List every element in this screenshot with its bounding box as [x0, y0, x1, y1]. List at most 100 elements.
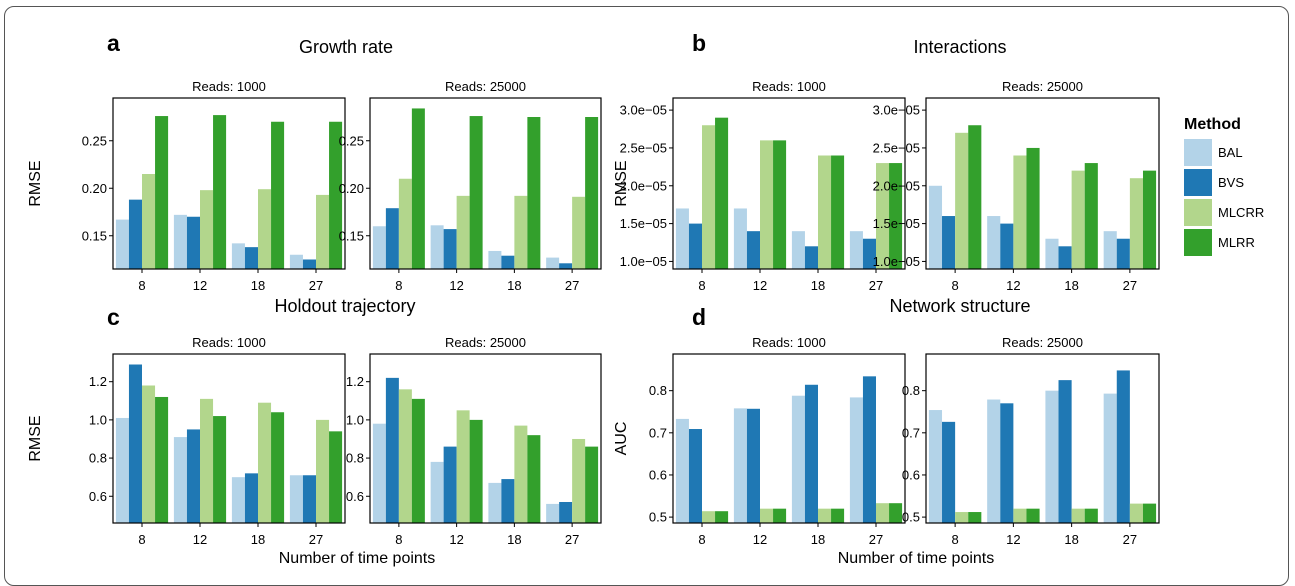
bar-bvs-18 — [1058, 246, 1072, 269]
bar-mlrr-27 — [329, 431, 343, 523]
bar-bal-12 — [733, 208, 747, 269]
x-axis-label: Number of time points — [838, 550, 995, 567]
bar-mlcrr-27 — [316, 419, 330, 523]
y-tick-label: 0.7 — [902, 425, 920, 440]
facet-border — [369, 97, 602, 270]
bar-bvs-8 — [128, 364, 142, 523]
y-tick-label: 0.8 — [89, 451, 107, 466]
y-tick-label: 2.0e−05 — [873, 178, 920, 193]
x-tick-label: 12 — [193, 532, 207, 547]
y-axis-label: RMSE — [613, 160, 630, 206]
y-tick-label: 3.0e−05 — [873, 103, 920, 118]
bar-mlrr-27 — [1142, 170, 1157, 269]
bar-mlcrr-18 — [514, 425, 528, 523]
bar-bal-18 — [231, 243, 245, 269]
bar-mlcrr-8 — [955, 132, 969, 269]
panel-title: Growth rate — [299, 37, 393, 57]
panel-title: Network structure — [889, 296, 1030, 316]
y-axis-label: RMSE — [27, 415, 44, 461]
figure-canvas: a Growth rate RMSE Reads: 1000 8 12 18 27 0.15 0.… — [27, 30, 1264, 567]
bar-bal-27 — [546, 257, 560, 269]
x-tick-label: 8 — [952, 532, 959, 547]
x-tick-label: 27 — [309, 278, 323, 293]
x-tick-label: 12 — [193, 278, 207, 293]
x-tick-label: 8 — [952, 278, 959, 293]
bar-bvs-12 — [1000, 403, 1014, 523]
x-tick-label: 27 — [565, 278, 579, 293]
bar-bvs-27 — [302, 259, 316, 269]
y-tick-label: 1.0 — [346, 412, 364, 427]
bar-bvs-8 — [942, 421, 956, 523]
x-tick-label: 12 — [753, 532, 767, 547]
panel-letter: b — [692, 30, 706, 56]
bar-bvs-27 — [302, 475, 316, 523]
bar-bvs-27 — [1116, 238, 1130, 269]
panel-letter: a — [107, 30, 120, 56]
bar-bvs-18 — [501, 479, 515, 523]
bar-mlrr-18 — [1084, 508, 1098, 523]
bar-bal-8 — [115, 417, 129, 523]
bar-mlrr-27 — [889, 163, 903, 269]
y-tick-label: 1.5e−05 — [873, 216, 920, 231]
panel-c: c Holdout trajectory RMSE Number of time po… — [27, 296, 602, 567]
bar-mlrr-12 — [213, 416, 227, 523]
y-tick-label: 1.0e−05 — [873, 254, 920, 269]
y-tick-label: 0.6 — [649, 467, 667, 482]
bar-mlrr-12 — [469, 116, 483, 269]
x-tick-label: 12 — [1006, 532, 1020, 547]
y-tick-label: 0.20 — [82, 181, 107, 196]
panel-title: Holdout trajectory — [274, 296, 415, 316]
bar-bal-18 — [1045, 238, 1059, 269]
facet-2: Reads: 25000 8 12 18 27 0.6 0.8 1.0 1.2 — [346, 335, 602, 547]
bar-bal-27 — [1103, 231, 1117, 269]
bar-bal-8 — [115, 219, 129, 269]
x-tick-label: 18 — [251, 278, 265, 293]
bar-bvs-18 — [804, 246, 818, 269]
panel-d: d Network structure AUC Number of time poin… — [613, 296, 1160, 567]
y-tick-label: 1.2 — [89, 374, 107, 389]
facet-strip-label: Reads: 1000 — [752, 335, 826, 350]
facet-border — [112, 97, 346, 270]
bar-bvs-12 — [746, 408, 760, 523]
bar-mlrr-12 — [773, 140, 787, 269]
x-tick-label: 27 — [1123, 278, 1137, 293]
bar-bal-12 — [173, 437, 187, 523]
bar-bal-27 — [849, 397, 863, 523]
bar-bvs-12 — [1000, 223, 1014, 269]
y-tick-label: 0.6 — [89, 489, 107, 504]
facet-strip-label: Reads: 1000 — [192, 79, 266, 94]
bar-bal-27 — [289, 254, 303, 269]
y-tick-label: 0.7 — [649, 425, 667, 440]
bar-bal-18 — [791, 231, 805, 269]
bar-mlcrr-12 — [200, 398, 214, 523]
bar-bal-12 — [430, 461, 444, 523]
bar-bvs-12 — [186, 216, 200, 269]
bar-mlrr-27 — [585, 117, 599, 269]
facet-strip-label: Reads: 25000 — [445, 335, 526, 350]
bar-mlrr-8 — [968, 512, 982, 523]
bar-mlrr-18 — [271, 121, 285, 269]
bar-bal-12 — [733, 408, 747, 523]
bar-mlcrr-18 — [818, 508, 832, 523]
bar-mlcrr-27 — [876, 163, 890, 269]
facet-1: Reads: 1000 8 12 18 27 0.15 0.20 0.25 — [82, 79, 346, 293]
bar-bal-27 — [289, 475, 303, 523]
bar-bvs-8 — [942, 216, 956, 269]
facet-border — [925, 353, 1160, 524]
bar-mlrr-12 — [1026, 147, 1040, 269]
panel-letter: c — [107, 304, 120, 330]
x-axis-label: Number of time points — [279, 550, 436, 567]
bar-bvs-27 — [559, 501, 573, 523]
x-tick-label: 18 — [507, 278, 521, 293]
x-tick-label: 12 — [449, 532, 463, 547]
bar-mlrr-12 — [773, 508, 787, 523]
legend-label-mlcrr: MLCRR — [1218, 205, 1264, 220]
legend-title: Method — [1184, 116, 1241, 133]
panel-letter: d — [692, 304, 706, 330]
bar-bvs-8 — [688, 429, 702, 523]
panel-title: Interactions — [913, 37, 1006, 57]
bar-bvs-12 — [443, 446, 457, 523]
x-tick-label: 8 — [698, 532, 705, 547]
y-tick-label: 1.0 — [89, 412, 107, 427]
x-tick-label: 12 — [753, 278, 767, 293]
